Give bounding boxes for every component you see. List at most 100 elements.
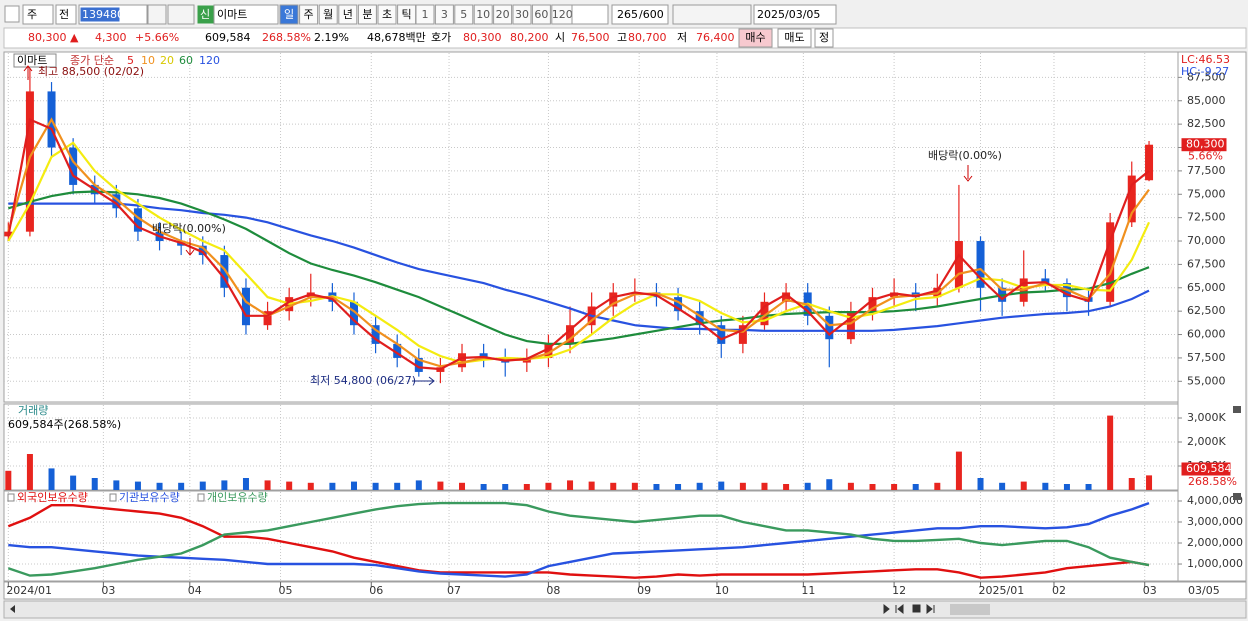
candle-body [69,147,78,185]
candle-body [458,353,467,368]
scroll-thumb[interactable] [950,604,990,615]
volume-bar [999,482,1006,490]
date-input[interactable] [753,4,837,25]
legend-entry: 60 [179,54,193,67]
scope-select[interactable] [55,4,77,25]
market[interactable]: 주 [27,8,37,21]
quote-volume: 609,584 [205,31,251,44]
candle-body [976,241,985,288]
quote-turnover: 2.19% [314,31,349,44]
last-date: 03/05 [1188,584,1220,597]
interval-button[interactable] [531,4,551,25]
order-button[interactable] [814,28,834,48]
interval-label[interactable]: 20 [496,8,510,21]
interval-label[interactable]: 10 [476,8,490,21]
legend-entry: 10 [141,54,155,67]
interval-label[interactable]: 1 [422,8,429,21]
interval-label[interactable]: 120 [552,8,573,21]
order-button-label[interactable]: 정 [819,31,829,44]
order-button[interactable] [777,28,812,48]
period-button[interactable] [299,4,319,25]
interval-button[interactable] [454,4,474,25]
period-label[interactable]: 주 [304,8,314,21]
interval-button[interactable] [493,4,513,25]
period-label[interactable]: 틱 [402,8,412,21]
panel-icon[interactable] [1233,406,1241,413]
interval-button[interactable] [434,4,454,25]
period-label[interactable]: 분 [362,8,372,21]
panel-icon[interactable] [1233,493,1241,500]
name-input[interactable] [213,4,279,25]
period-button[interactable] [279,4,299,25]
period-button[interactable] [338,4,358,25]
interval-label[interactable]: 60 [534,8,548,21]
playback-buttons[interactable] [883,603,935,615]
candle-body [717,325,726,344]
candle-body [544,343,553,358]
y-tick-label: 87,500 [1187,70,1226,83]
scope[interactable]: 전 [59,8,69,21]
volume-bar [329,482,336,490]
y-tick-label: 85,000 [1187,94,1226,107]
volume-bar [178,482,185,490]
market-select[interactable] [22,4,54,25]
holding-line [7,501,1150,577]
quote-price: 80,300 ▲ [28,31,79,44]
volume-bar [631,482,638,490]
candle-body [846,311,855,340]
stock-name[interactable]: 이마트 [217,8,247,21]
search-button[interactable] [147,4,167,25]
interval-label[interactable]: 5 [460,8,467,21]
interval-label[interactable]: 30 [515,8,529,21]
quote-ask: 80,300 [463,31,502,44]
volume-bar [1020,481,1027,490]
moving-average-line [7,117,1150,371]
legend-icon [197,493,205,502]
interval-input[interactable] [571,4,609,25]
period-button[interactable] [377,4,397,25]
candle-body [760,301,769,326]
quote-high-label: 고 [617,31,627,44]
period-label[interactable]: 년 [343,8,353,21]
sound-button[interactable] [167,4,195,25]
annotation-dividend: 배당락(0.00%) [928,149,1002,162]
period-button[interactable] [318,4,338,25]
y-tick-label: 72,500 [1187,211,1226,224]
y-tick-label: 4,000,000 [1187,494,1243,507]
volume-bar [718,481,725,490]
period-label[interactable]: 초 [382,8,392,21]
candle-body [1127,175,1136,223]
order-button-label[interactable]: 매수 [745,31,765,44]
volume-bar [783,484,790,490]
volume-bar [134,481,141,490]
count-input[interactable] [611,4,669,25]
order-button[interactable] [738,28,773,48]
interval-button[interactable] [473,4,493,25]
period-button[interactable] [357,4,377,25]
volume-bar [113,480,120,490]
y-tick-label: 65,000 [1187,281,1226,294]
interval-label[interactable]: 3 [441,8,448,21]
candle-body [954,241,963,288]
count[interactable]: 265 [617,8,638,21]
volume-bar [739,482,746,490]
scroll-left[interactable] [10,605,15,613]
candle-body [220,255,229,288]
date[interactable]: 2025/03/05 [757,8,820,21]
y-tick-label: 57,500 [1187,351,1226,364]
menu-icon[interactable] [4,5,20,23]
interval-button[interactable] [512,4,532,25]
moving-average-line [8,202,1150,332]
quote-change: 4,300 [95,31,127,44]
interval-button[interactable] [415,4,435,25]
volume-bar [1146,475,1153,490]
period-label[interactable]: 월 [323,8,333,21]
candle-body [479,353,488,358]
scrollbar[interactable] [3,600,1247,619]
volume-bar [826,479,833,490]
tool-buttons[interactable] [672,4,752,25]
order-button-label[interactable]: 매도 [784,31,804,44]
period-label[interactable]: 일 [284,7,294,21]
hc-label: HC:-9.27 [1181,65,1229,78]
stock-code[interactable]: 139480 [82,8,124,21]
